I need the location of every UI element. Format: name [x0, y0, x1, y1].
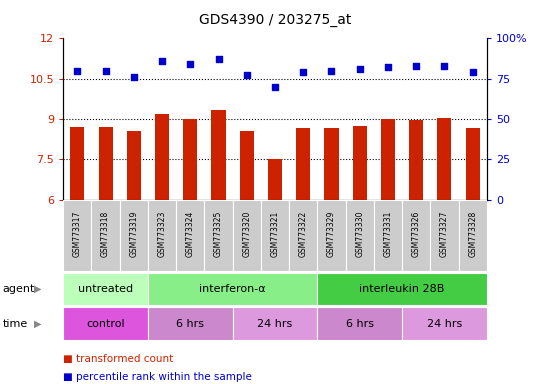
- Bar: [148, 273, 317, 305]
- Point: [186, 61, 195, 67]
- Bar: [345, 200, 374, 271]
- Bar: [296, 128, 310, 200]
- Bar: [176, 200, 205, 271]
- Bar: [233, 307, 317, 340]
- Text: GSM773318: GSM773318: [101, 210, 110, 257]
- Text: GSM773317: GSM773317: [73, 210, 82, 257]
- Bar: [148, 200, 176, 271]
- Bar: [205, 200, 233, 271]
- Bar: [233, 200, 261, 271]
- Bar: [70, 127, 85, 200]
- Point: [383, 65, 392, 71]
- Text: GSM773331: GSM773331: [383, 210, 393, 257]
- Text: ▶: ▶: [34, 284, 42, 294]
- Text: time: time: [3, 318, 28, 329]
- Bar: [289, 200, 317, 271]
- Text: ▶: ▶: [34, 318, 42, 329]
- Text: GSM773320: GSM773320: [242, 210, 251, 257]
- Bar: [317, 200, 345, 271]
- Text: 24 hrs: 24 hrs: [257, 318, 293, 329]
- Bar: [317, 273, 487, 305]
- Point: [243, 73, 251, 79]
- Bar: [148, 307, 233, 340]
- Bar: [437, 118, 452, 200]
- Bar: [268, 159, 282, 200]
- Bar: [374, 200, 402, 271]
- Bar: [261, 200, 289, 271]
- Bar: [91, 200, 120, 271]
- Text: GSM773319: GSM773319: [129, 210, 139, 257]
- Bar: [183, 119, 197, 200]
- Bar: [409, 121, 424, 200]
- Text: untreated: untreated: [78, 284, 133, 294]
- Bar: [63, 273, 148, 305]
- Bar: [430, 200, 459, 271]
- Bar: [324, 128, 339, 200]
- Point: [468, 69, 477, 75]
- Text: GSM773323: GSM773323: [157, 210, 167, 257]
- Text: interferon-α: interferon-α: [199, 284, 266, 294]
- Bar: [212, 110, 225, 200]
- Text: GSM773326: GSM773326: [411, 210, 421, 257]
- Text: GSM773324: GSM773324: [186, 210, 195, 257]
- Point: [440, 63, 449, 69]
- Text: ■ percentile rank within the sample: ■ percentile rank within the sample: [63, 372, 252, 382]
- Point: [327, 68, 336, 74]
- Text: 24 hrs: 24 hrs: [427, 318, 462, 329]
- Text: GDS4390 / 203275_at: GDS4390 / 203275_at: [199, 13, 351, 27]
- Point: [129, 74, 138, 80]
- Bar: [63, 307, 148, 340]
- Bar: [317, 307, 402, 340]
- Text: control: control: [86, 318, 125, 329]
- Point: [355, 66, 364, 72]
- Text: ■ transformed count: ■ transformed count: [63, 354, 173, 364]
- Text: GSM773322: GSM773322: [299, 210, 308, 257]
- Text: GSM773329: GSM773329: [327, 210, 336, 257]
- Bar: [126, 131, 141, 200]
- Text: 6 hrs: 6 hrs: [177, 318, 204, 329]
- Text: GSM773330: GSM773330: [355, 210, 364, 257]
- Point: [73, 68, 82, 74]
- Text: GSM773328: GSM773328: [468, 210, 477, 257]
- Text: GSM773321: GSM773321: [271, 210, 279, 257]
- Bar: [459, 200, 487, 271]
- Bar: [402, 307, 487, 340]
- Point: [271, 84, 279, 90]
- Bar: [381, 119, 395, 200]
- Bar: [465, 128, 480, 200]
- Point: [299, 69, 307, 75]
- Point: [158, 58, 167, 64]
- Bar: [63, 200, 91, 271]
- Bar: [402, 200, 430, 271]
- Text: 6 hrs: 6 hrs: [346, 318, 373, 329]
- Bar: [353, 126, 367, 200]
- Bar: [120, 200, 148, 271]
- Text: interleukin 28B: interleukin 28B: [359, 284, 445, 294]
- Bar: [98, 127, 113, 200]
- Text: agent: agent: [3, 284, 35, 294]
- Point: [412, 63, 421, 69]
- Text: GSM773325: GSM773325: [214, 210, 223, 257]
- Text: GSM773327: GSM773327: [440, 210, 449, 257]
- Bar: [155, 114, 169, 200]
- Bar: [240, 131, 254, 200]
- Point: [101, 68, 110, 74]
- Point: [214, 56, 223, 63]
